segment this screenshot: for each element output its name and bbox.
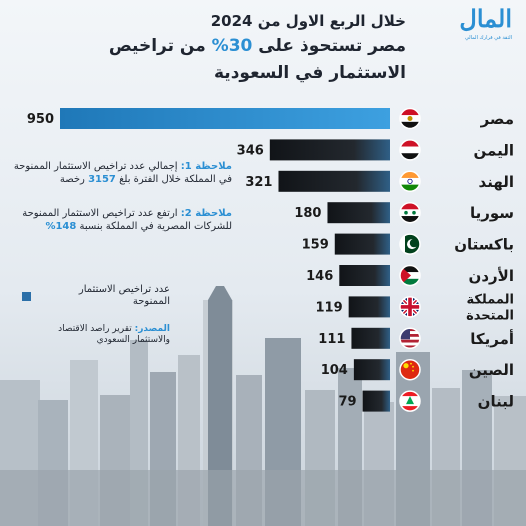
bars-group	[60, 108, 390, 412]
value-label-6: 119	[316, 300, 343, 315]
value-label-3: 180	[294, 206, 321, 221]
country-label-1: اليمن	[474, 141, 514, 159]
lebanon-flag	[399, 390, 421, 412]
note-2: ملاحظة 2: ارتفع عدد تراخيص الاستثمار الم…	[10, 207, 232, 233]
country-label-5: الأردن	[469, 267, 514, 285]
value-label-4: 159	[302, 238, 329, 253]
uk-flag	[399, 296, 421, 318]
country-label-6-line-1: المملكة	[466, 292, 514, 307]
china-flag	[399, 358, 421, 381]
note-1: ملاحظة 1: إجمالي عدد تراخيص الاستثمار ال…	[10, 160, 232, 186]
india-flag	[399, 170, 421, 193]
source-text: تقرير راصد الاقتصاد والاستثمار السعودي	[58, 324, 170, 345]
legend-label: عدد تراخيص الاستثمار الممنوحة	[78, 284, 170, 307]
title-line-3: الاستثمار في السعودية	[214, 63, 406, 83]
value-labels-group: 950 346 321 180 159 146 119 111 104 79	[27, 112, 357, 410]
egypt-flag	[399, 107, 421, 130]
yemen-flag	[399, 139, 421, 161]
note-1-label: ملاحظة 1:	[180, 161, 232, 172]
bar-1	[269, 139, 390, 161]
bar-9	[362, 390, 390, 412]
brand-logo: المال الثقة في قرارك المالي	[436, 4, 516, 44]
pakistan-flag	[399, 233, 421, 255]
value-label-9: 79	[338, 395, 356, 410]
source-note: المصدر: تقرير راصد الاقتصاد والاستثمار ا…	[40, 324, 170, 346]
title-line-2: مصر تستحوذ على 30% من تراخيص	[109, 36, 406, 56]
bar-5	[339, 265, 390, 286]
city-ground	[0, 470, 526, 526]
country-label-6-line-2: المتحدة	[466, 308, 514, 323]
note-2-text-a: ارتفع عدد تراخيص الاستثمار الممنوحة للشر…	[22, 208, 232, 232]
bar-7	[351, 327, 390, 349]
bar-6	[348, 296, 390, 318]
value-label-0: 950	[27, 112, 54, 127]
country-label-0: مصر	[480, 110, 514, 128]
syria-flag	[399, 201, 421, 224]
tower-silhouette	[208, 286, 232, 526]
bar-2	[278, 170, 390, 192]
value-label-2: 321	[245, 175, 272, 190]
bar-4	[334, 233, 390, 255]
country-label-7: أمريكا	[470, 329, 514, 348]
logo-word: المال	[459, 4, 512, 33]
legend: عدد تراخيص الاستثمار الممنوحة	[20, 284, 190, 314]
bar-8	[353, 359, 390, 381]
note-2-label: ملاحظة 2:	[180, 208, 232, 219]
legend-swatch	[22, 292, 31, 301]
flags-group	[399, 107, 421, 412]
country-label-3: سوريا	[470, 204, 514, 222]
title-accent: 30%	[211, 36, 253, 56]
title-line-2-post: من تراخيص	[108, 36, 212, 56]
country-label-2: الهند	[479, 173, 514, 191]
country-labels-group: مصراليمنالهندسورياباكستانالأردنالمملكةال…	[454, 110, 514, 411]
country-label-4: باكستان	[454, 236, 514, 254]
source-label: المصدر:	[134, 324, 170, 334]
value-label-7: 111	[318, 332, 345, 347]
note-1-highlight: 3157	[88, 174, 116, 185]
note-1-text-b: رخصة	[59, 174, 89, 185]
country-label-9: لبنان	[478, 393, 514, 411]
note-2-highlight: 148%	[45, 221, 77, 232]
bar-3	[327, 202, 390, 224]
logo-tagline: الثقة في قرارك المالي	[464, 35, 512, 41]
jordan-flag	[399, 264, 421, 287]
value-label-5: 146	[306, 269, 333, 284]
value-label-8: 104	[321, 363, 348, 378]
title-line-2-pre: مصر تستحوذ على	[252, 36, 406, 56]
note-1-text-a: إجمالي عدد تراخيص الاستثمار الممنوحة في …	[13, 161, 232, 185]
bar-0	[60, 108, 390, 129]
city-skyline	[0, 286, 526, 526]
title-line-1: خلال الربع الاول من 2024	[210, 12, 406, 30]
usa-flag	[399, 327, 421, 350]
value-label-1: 346	[237, 143, 264, 158]
country-label-8: الصين	[469, 361, 514, 379]
